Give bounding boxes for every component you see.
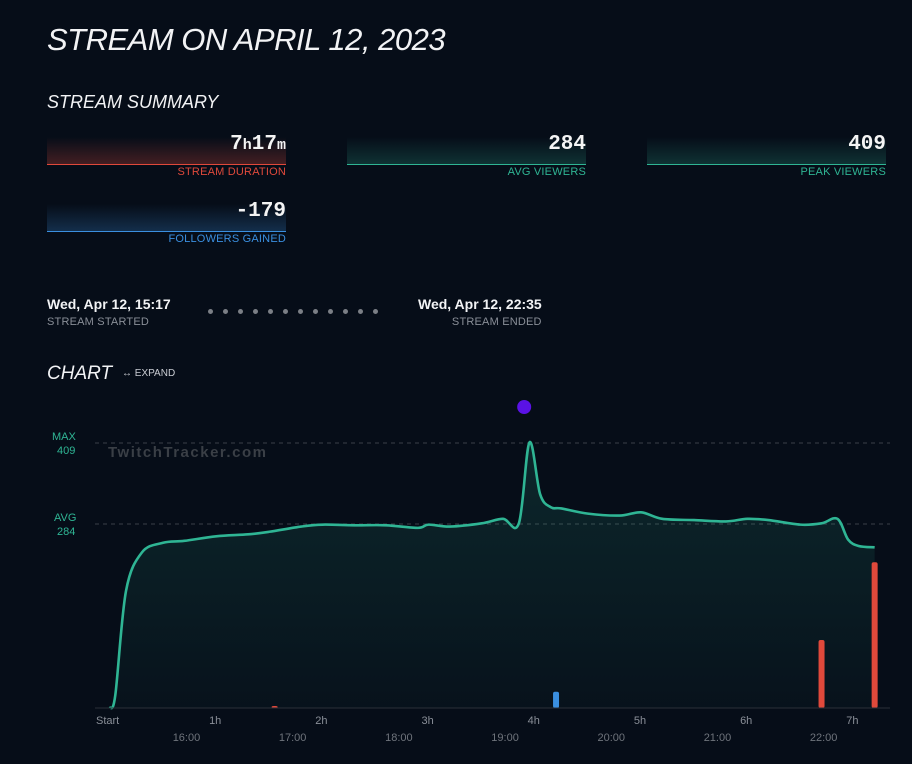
avg-value: 284 — [57, 526, 75, 538]
stat-glow — [647, 137, 886, 164]
stream-end-time: Wed, Apr 12, 22:35 — [418, 296, 542, 312]
stream-end-block: Wed, Apr 12, 22:35 STREAM ENDED — [418, 296, 542, 328]
avg-viewers-value: 284 — [548, 133, 586, 156]
followers-gained-value: -179 — [235, 200, 286, 223]
stream-start-label: STREAM STARTED — [47, 316, 150, 328]
chart-title: CHART — [47, 363, 113, 384]
x-tick-elapsed: 4h — [528, 715, 540, 727]
peak-viewers-label: PEAK VIEWERS — [800, 166, 886, 178]
x-tick-clock: 17:00 — [279, 732, 307, 744]
chart-watermark: TwitchTracker.com — [108, 444, 267, 461]
max-value: 409 — [57, 445, 75, 457]
summary-title: STREAM SUMMARY — [47, 92, 219, 112]
avg-label: AVG — [54, 512, 76, 524]
avg-viewers-label: AVG VIEWERS — [507, 166, 586, 178]
x-tick-clock: 18:00 — [385, 732, 413, 744]
timeline-dots — [208, 309, 378, 314]
stream-end-label: STREAM ENDED — [451, 316, 542, 328]
stat-followers-gained: -179 FOLLOWERS GAINED — [47, 200, 286, 245]
stream-duration-value: 7h17m — [230, 133, 286, 156]
x-tick-elapsed: 2h — [315, 715, 327, 727]
x-tick-elapsed: 5h — [634, 715, 646, 727]
stream-duration-label: STREAM DURATION — [177, 166, 286, 178]
viewers-chart: TwitchTracker.com MAX 409 AVG 284 Start 1… — [52, 400, 890, 744]
expand-button[interactable]: ↔ EXPAND — [122, 368, 176, 379]
stream-start-block: Wed, Apr 12, 15:17 STREAM STARTED — [47, 296, 171, 328]
stat-underline — [47, 231, 286, 232]
viewers-area — [110, 441, 875, 709]
follower-loss-bar — [871, 562, 878, 708]
stat-underline — [347, 164, 586, 165]
stat-glow — [47, 137, 286, 164]
follower-loss-bar — [818, 639, 825, 708]
stream-start-time: Wed, Apr 12, 15:17 — [47, 296, 171, 312]
stat-stream-duration: 7h17m STREAM DURATION — [47, 133, 286, 178]
page-title: STREAM ON APRIL 12, 2023 — [47, 22, 446, 57]
stat-glow — [347, 137, 586, 164]
x-tick-elapsed: 1h — [209, 715, 221, 727]
x-tick-clock: 21:00 — [704, 732, 732, 744]
followers-gained-label: FOLLOWERS GAINED — [168, 233, 286, 245]
x-tick-clock: 16:00 — [173, 732, 201, 744]
x-tick-elapsed: 6h — [740, 715, 752, 727]
x-tick-clock: 19:00 — [491, 732, 519, 744]
stat-underline — [647, 164, 886, 165]
event-marker[interactable] — [517, 400, 532, 414]
stat-underline — [47, 164, 286, 165]
x-tick-elapsed: 7h — [846, 715, 858, 727]
max-label: MAX — [52, 431, 77, 443]
stat-peak-viewers: 409 PEAK VIEWERS — [647, 133, 886, 178]
follower-gain-bar — [553, 691, 560, 708]
x-tick-elapsed: Start — [96, 715, 119, 727]
x-tick-clock: 22:00 — [810, 732, 838, 744]
stat-avg-viewers: 284 AVG VIEWERS — [347, 133, 586, 178]
x-tick-elapsed: 3h — [421, 715, 433, 727]
x-tick-clock: 20:00 — [597, 732, 625, 744]
stat-glow — [47, 204, 286, 231]
peak-viewers-value: 409 — [848, 133, 886, 156]
viewers-line — [108, 441, 875, 710]
